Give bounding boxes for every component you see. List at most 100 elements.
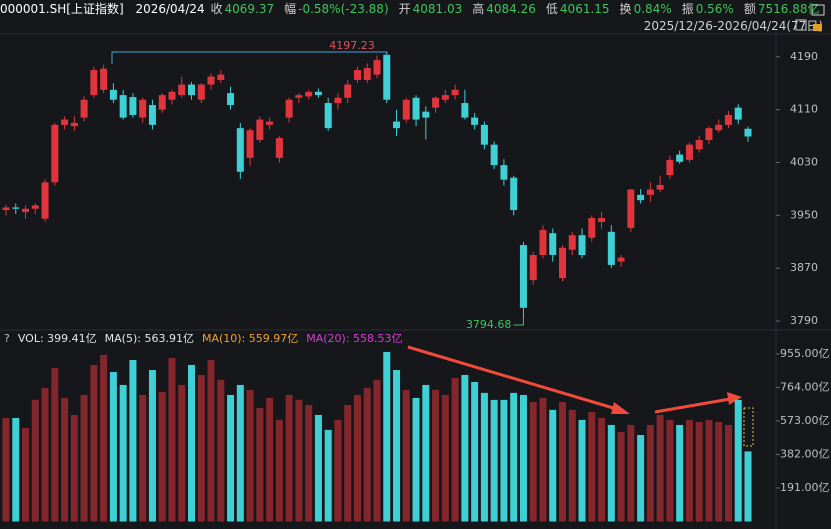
volume-bar	[744, 451, 752, 522]
volume-bar	[266, 397, 274, 522]
volume-bar	[178, 384, 186, 522]
candle-body	[31, 205, 39, 209]
volume-bar	[490, 399, 498, 522]
candle-body	[246, 130, 254, 158]
candle-body	[744, 128, 752, 137]
volume-bar	[519, 394, 527, 522]
volume-bar	[295, 399, 303, 522]
volume-bar	[480, 392, 488, 522]
volume-bar	[41, 387, 49, 522]
candle-body	[51, 124, 59, 183]
candle-body	[41, 182, 49, 219]
candle-body	[2, 207, 10, 211]
volume-bar	[90, 364, 98, 522]
candle-body	[685, 144, 693, 160]
candle-body	[383, 54, 391, 100]
quote-value: 0.56%	[695, 2, 734, 16]
volume-bar	[227, 394, 235, 522]
arrow-line	[407, 345, 621, 412]
candle-body	[61, 119, 69, 125]
y-tick-label: 573.00亿	[780, 414, 830, 427]
candle-body	[598, 217, 606, 222]
candle-body	[724, 114, 732, 125]
candle-body	[402, 99, 410, 120]
lock-icon[interactable]	[813, 24, 822, 31]
settings-icon[interactable]	[795, 19, 807, 31]
candle-body	[334, 97, 342, 104]
y-tick-label: 4190	[790, 50, 818, 63]
y-tick-label: 4030	[790, 156, 818, 169]
volume-bar	[432, 389, 440, 522]
quotes: 收 4069.37 幅 -0.58%(-23.88) 开 4081.03 高 4084.26 低…	[210, 2, 829, 16]
candle-body	[12, 207, 20, 209]
candle-body	[314, 91, 322, 96]
candle-body	[148, 105, 156, 125]
volume-bar	[236, 384, 244, 522]
candle-body	[715, 124, 723, 131]
candle-body	[227, 93, 235, 106]
quote-label: 收	[210, 2, 223, 16]
quote-value: -0.58%(-23.88)	[298, 2, 389, 16]
candle-body	[236, 128, 244, 172]
volume-bar	[529, 401, 537, 522]
candle-body	[471, 117, 479, 125]
volume-bar	[568, 409, 576, 522]
candle-body	[676, 154, 684, 162]
menu-icon[interactable]	[811, 4, 825, 16]
volume-bar	[188, 364, 195, 522]
legend-entry: MA(5): 563.91亿	[105, 332, 194, 345]
volume-bar	[549, 409, 557, 522]
volume-bar	[256, 407, 264, 522]
candle-body	[451, 89, 459, 96]
volume-bar	[588, 411, 596, 522]
arrow-head	[727, 392, 742, 405]
y-tick-label: 382.00亿	[780, 447, 830, 460]
candle-body	[432, 97, 440, 108]
volume-bar	[61, 397, 69, 522]
volume-bar	[2, 417, 10, 522]
quote-header: 000001.SH[上证指数] 2026/04/24 收 4069.37 幅 -0.5…	[0, 0, 831, 17]
trend-arrow	[407, 345, 742, 414]
volume-bar	[139, 394, 147, 522]
candle-body	[217, 74, 225, 80]
volume-bar	[402, 389, 410, 522]
candle-body	[519, 245, 527, 308]
volume-bar	[715, 421, 723, 522]
candle-body	[539, 229, 547, 255]
volume-bar	[197, 374, 205, 522]
legend-entry: MA(10): 559.97亿	[202, 332, 298, 345]
candle-body	[90, 70, 98, 96]
volume-bar	[31, 399, 39, 522]
toolbar-icons[interactable]	[795, 4, 825, 31]
y-tick-label: 3790	[790, 314, 818, 327]
quote-value: 7516.88亿	[757, 2, 820, 16]
volume-bar	[510, 392, 518, 522]
quote-label: 换	[619, 2, 632, 16]
volume-bar	[637, 434, 645, 522]
candle-body	[188, 84, 195, 96]
quote-value: 4069.37	[224, 2, 275, 16]
candle-body	[275, 138, 283, 158]
candle-body	[109, 89, 117, 100]
candle-body	[256, 119, 264, 141]
volume-bar	[676, 424, 684, 522]
volume-bar	[109, 371, 117, 522]
candle-body	[100, 68, 108, 90]
volume-bar	[275, 419, 283, 522]
volume-bar	[578, 419, 586, 522]
candle-body	[129, 97, 137, 115]
volume-bar	[441, 394, 449, 522]
candle-body	[178, 84, 186, 96]
volume-bar	[617, 431, 625, 522]
volume-bar	[129, 360, 137, 522]
legend-entry: MA(20): 558.53亿	[306, 332, 402, 345]
volume-bar	[314, 414, 322, 522]
candle-body	[441, 95, 449, 100]
legend-entry: VOL: 399.41亿	[18, 332, 97, 345]
volume-bar	[724, 424, 732, 522]
volume-bar	[539, 397, 547, 522]
volume-bar	[80, 394, 88, 522]
quote-value: 0.84%	[633, 2, 672, 16]
candle-body	[627, 189, 635, 228]
volume-bar	[22, 427, 30, 522]
